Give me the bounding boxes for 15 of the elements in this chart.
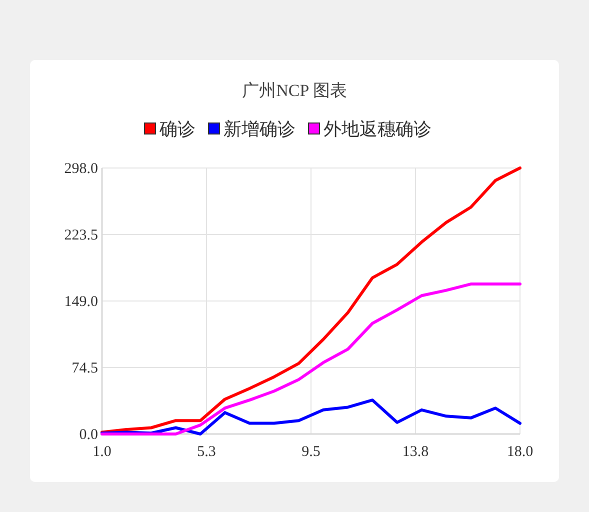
x-tick-label: 18.0 xyxy=(506,444,534,460)
y-tick-label: 74.5 xyxy=(72,360,98,376)
y-tick-label: 0.0 xyxy=(79,427,98,443)
y-tick-label: 223.5 xyxy=(64,228,98,244)
legend-label: 新增确诊 xyxy=(224,119,296,139)
y-tick-label: 298.0 xyxy=(64,161,98,177)
legend-label: 确诊 xyxy=(158,119,196,139)
x-tick-label: 9.5 xyxy=(302,444,320,460)
x-tick-label: 1.0 xyxy=(92,444,112,460)
x-tick-label: 13.8 xyxy=(402,444,429,460)
y-tick-label: 149.0 xyxy=(64,294,98,310)
x-tick-label: 5.3 xyxy=(197,444,216,460)
line-series xyxy=(100,166,522,434)
legend-label: 外地返穗确诊 xyxy=(324,119,432,139)
chart-title: 广州NCP 图表 xyxy=(242,81,347,100)
